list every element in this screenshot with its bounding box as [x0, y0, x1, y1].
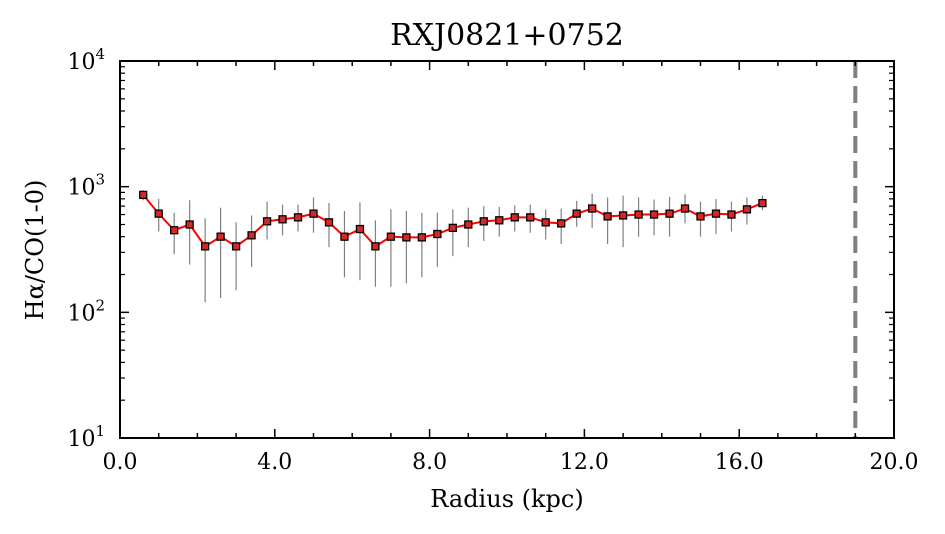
data-point — [185, 220, 194, 229]
data-point — [634, 210, 643, 219]
data-point — [231, 242, 241, 251]
plot-area — [139, 61, 858, 438]
data-point — [541, 218, 550, 227]
data-point — [355, 224, 365, 234]
data-point — [154, 209, 163, 218]
data-point — [170, 226, 179, 235]
data-point — [587, 204, 597, 213]
x-tick-label: 0.0 — [103, 450, 138, 475]
data-point — [665, 209, 674, 218]
data-point — [510, 213, 519, 222]
data-point — [139, 190, 148, 200]
data-point — [727, 210, 736, 219]
data-point — [680, 204, 690, 213]
y-tick-label: 104 — [67, 45, 105, 75]
data-point — [464, 220, 473, 229]
chart-title: RXJ0821+0752 — [390, 18, 624, 53]
data-point — [526, 213, 535, 222]
data-point — [340, 232, 349, 241]
data-point — [247, 231, 256, 240]
data-point — [402, 233, 411, 242]
x-tick-label: 8.0 — [412, 450, 447, 475]
data-point — [758, 198, 767, 208]
data-point — [433, 229, 442, 239]
data-point — [618, 211, 628, 220]
data-point — [696, 212, 705, 221]
x-tick-label: 20.0 — [870, 450, 919, 475]
y-tick-label: 102 — [67, 296, 105, 326]
x-tick-label: 12.0 — [560, 450, 609, 475]
data-point — [262, 217, 272, 226]
x-tick-label: 16.0 — [715, 450, 764, 475]
data-point — [278, 215, 287, 224]
data-point — [200, 242, 210, 251]
axes: 0.0 4.0 8.0 12.0 16.0 20.0 101 102 103 104 — [67, 45, 918, 475]
data-point — [711, 209, 721, 218]
data-point — [293, 213, 303, 222]
data-point — [495, 216, 504, 225]
data-point — [386, 232, 396, 241]
data-point — [557, 219, 566, 228]
data-point — [742, 205, 752, 214]
y-tick-label: 103 — [67, 171, 105, 201]
x-tick-label: 4.0 — [257, 450, 292, 475]
data-point — [448, 223, 457, 233]
y-axis-label: Hα/CO(1-0) — [21, 180, 49, 321]
data-point — [479, 217, 488, 226]
y-tick-label: 101 — [67, 422, 105, 452]
data-point — [324, 218, 334, 227]
data-point — [572, 209, 581, 218]
data-point — [417, 233, 427, 242]
data-point — [603, 212, 612, 221]
data-point — [649, 210, 659, 219]
data-point — [216, 232, 225, 241]
data-point — [309, 209, 318, 218]
data-point — [371, 242, 380, 251]
x-axis-label: Radius (kpc) — [430, 485, 583, 513]
